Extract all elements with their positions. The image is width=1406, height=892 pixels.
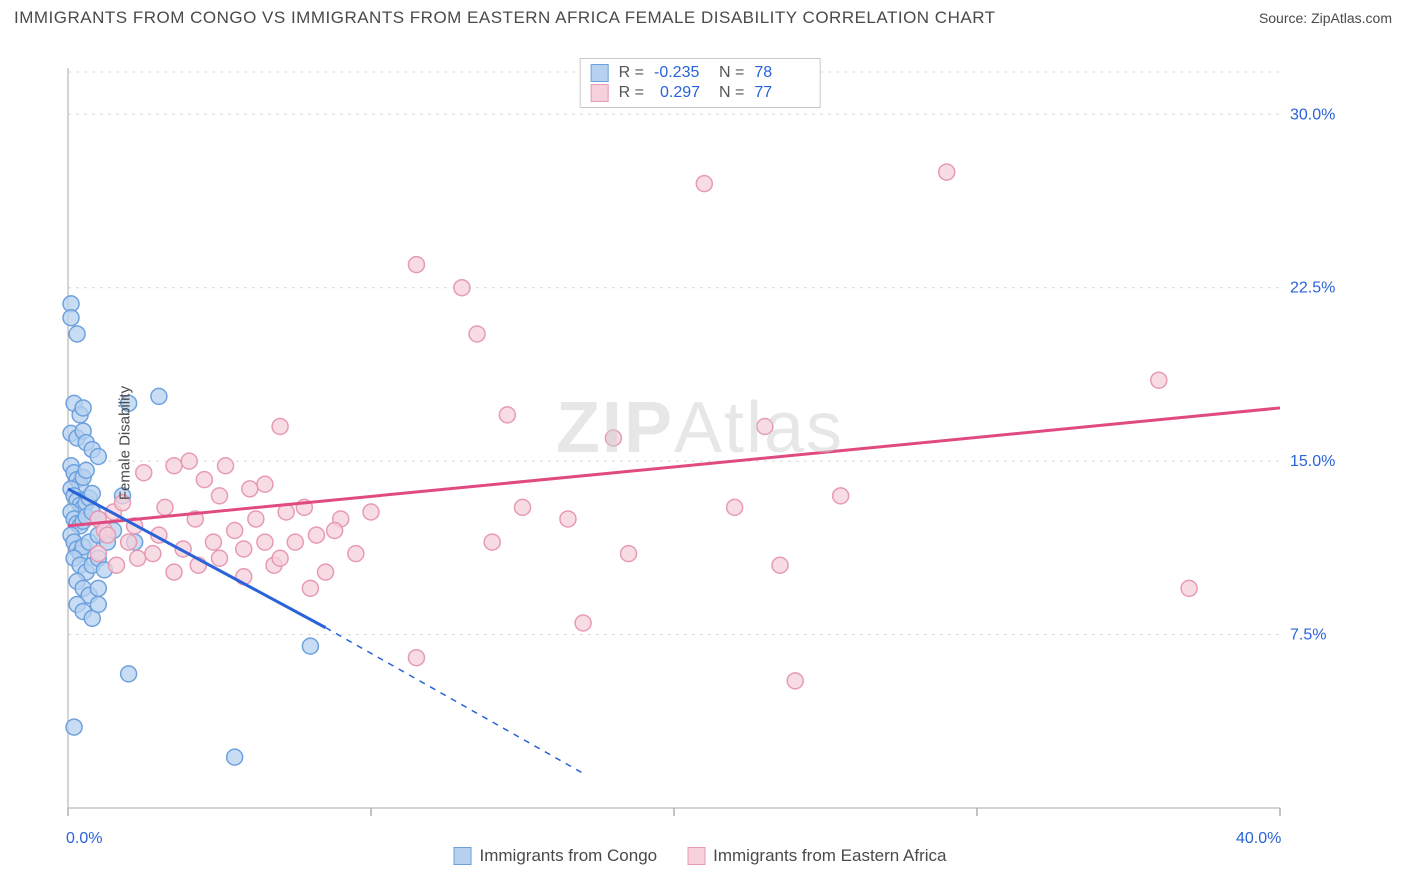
n-label: N = — [719, 84, 744, 102]
y-axis-label: Female Disability — [117, 386, 134, 500]
swatch-icon — [591, 64, 609, 82]
r-label: R = — [619, 84, 644, 102]
r-value: 0.297 — [654, 84, 709, 102]
r-value: -0.235 — [654, 64, 709, 82]
correlation-legend: R = -0.235 N = 78 R = 0.297 N = 77 — [580, 58, 821, 108]
n-label: N = — [719, 64, 744, 82]
legend-row-eastern-africa: R = 0.297 N = 77 — [591, 83, 810, 103]
r-label: R = — [619, 64, 644, 82]
swatch-icon — [454, 847, 472, 865]
legend-row-congo: R = -0.235 N = 78 — [591, 63, 810, 83]
legend-label: Immigrants from Eastern Africa — [713, 846, 946, 866]
legend-item-eastern-africa: Immigrants from Eastern Africa — [687, 846, 946, 866]
legend-item-congo: Immigrants from Congo — [454, 846, 658, 866]
n-value: 77 — [754, 84, 809, 102]
swatch-icon — [687, 847, 705, 865]
chart-title: IMMIGRANTS FROM CONGO VS IMMIGRANTS FROM… — [14, 8, 996, 28]
legend-label: Immigrants from Congo — [480, 846, 658, 866]
svg-text:7.5%: 7.5% — [1290, 627, 1326, 644]
svg-text:22.5%: 22.5% — [1290, 280, 1335, 297]
chart-area: Female Disability 7.5%15.0%22.5%30.0% ZI… — [50, 58, 1350, 828]
svg-text:30.0%: 30.0% — [1290, 106, 1335, 123]
swatch-icon — [591, 84, 609, 102]
series-legend: Immigrants from Congo Immigrants from Ea… — [454, 846, 947, 866]
n-value: 78 — [754, 64, 809, 82]
scatter-chart: 7.5% 15.0% 22.5% 30.0% — [50, 58, 1350, 828]
svg-text:15.0%: 15.0% — [1290, 453, 1335, 470]
source-label: Source: ZipAtlas.com — [1259, 10, 1392, 26]
